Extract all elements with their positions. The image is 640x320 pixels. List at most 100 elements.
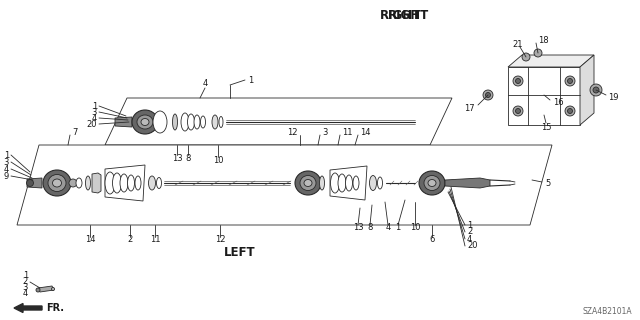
Text: 1: 1 [396, 223, 401, 233]
Text: 8: 8 [367, 223, 372, 233]
Polygon shape [105, 165, 145, 201]
Text: 3: 3 [4, 157, 9, 166]
Text: 3: 3 [92, 108, 97, 116]
Text: 15: 15 [541, 123, 551, 132]
Ellipse shape [330, 173, 339, 193]
Ellipse shape [590, 84, 602, 96]
Ellipse shape [120, 174, 128, 192]
Text: 7: 7 [72, 127, 77, 137]
Polygon shape [445, 178, 490, 188]
Text: 14: 14 [84, 236, 95, 244]
Text: 18: 18 [538, 36, 548, 44]
Text: 10: 10 [410, 223, 420, 233]
Text: 4: 4 [4, 164, 9, 173]
Text: 3: 3 [22, 284, 28, 292]
Ellipse shape [69, 179, 77, 187]
Ellipse shape [338, 174, 346, 192]
Polygon shape [330, 166, 367, 200]
Ellipse shape [157, 178, 161, 188]
Ellipse shape [43, 170, 71, 196]
Text: 12: 12 [215, 236, 225, 244]
Ellipse shape [300, 175, 316, 190]
Ellipse shape [105, 172, 115, 194]
Text: 1: 1 [23, 271, 28, 281]
Text: 4: 4 [385, 223, 390, 233]
Text: 19: 19 [608, 92, 618, 101]
Ellipse shape [200, 116, 205, 128]
Ellipse shape [26, 180, 33, 187]
Ellipse shape [483, 90, 493, 100]
Ellipse shape [515, 108, 520, 114]
Ellipse shape [419, 171, 445, 195]
Text: 2: 2 [23, 277, 28, 286]
Ellipse shape [565, 76, 575, 86]
Text: 17: 17 [465, 103, 475, 113]
Ellipse shape [52, 179, 61, 187]
Text: 4: 4 [467, 235, 472, 244]
Text: 21: 21 [513, 39, 524, 49]
Ellipse shape [568, 108, 573, 114]
Ellipse shape [148, 176, 156, 190]
Polygon shape [105, 98, 452, 145]
Ellipse shape [181, 113, 189, 131]
Text: LEFT: LEFT [224, 245, 256, 259]
Ellipse shape [86, 176, 90, 190]
Text: 14: 14 [360, 127, 371, 137]
Ellipse shape [194, 115, 200, 129]
Ellipse shape [173, 114, 177, 130]
Text: 8: 8 [186, 154, 191, 163]
Ellipse shape [212, 115, 218, 129]
Ellipse shape [593, 87, 599, 93]
Text: 10: 10 [212, 156, 223, 164]
Polygon shape [115, 117, 132, 127]
Ellipse shape [137, 115, 153, 129]
Ellipse shape [141, 118, 149, 125]
Ellipse shape [319, 176, 324, 190]
FancyArrow shape [14, 303, 42, 313]
Text: RIGHT: RIGHT [380, 9, 420, 21]
Ellipse shape [565, 106, 575, 116]
Polygon shape [27, 178, 42, 188]
Ellipse shape [132, 110, 158, 134]
Polygon shape [508, 67, 580, 125]
Text: SZA4B2101A: SZA4B2101A [582, 308, 632, 316]
Text: 9: 9 [4, 172, 9, 180]
Polygon shape [508, 55, 594, 67]
Ellipse shape [113, 173, 122, 193]
Text: 1: 1 [248, 76, 253, 84]
Text: 4: 4 [23, 290, 28, 299]
Ellipse shape [153, 111, 167, 133]
Ellipse shape [424, 175, 440, 190]
Text: 3: 3 [322, 127, 328, 137]
Ellipse shape [304, 180, 312, 187]
Text: FR.: FR. [46, 303, 64, 313]
Ellipse shape [353, 176, 359, 190]
Ellipse shape [428, 180, 436, 187]
Ellipse shape [522, 53, 530, 61]
Ellipse shape [513, 106, 523, 116]
Text: 6: 6 [429, 236, 435, 244]
Ellipse shape [219, 116, 223, 127]
Text: 2: 2 [467, 228, 472, 236]
Text: 11: 11 [342, 127, 353, 137]
Text: 4: 4 [92, 114, 97, 123]
Ellipse shape [534, 49, 542, 57]
Text: 13: 13 [353, 223, 364, 233]
Text: 20: 20 [86, 119, 97, 129]
Ellipse shape [135, 176, 141, 190]
Ellipse shape [346, 175, 353, 191]
Text: 1: 1 [4, 150, 9, 159]
Ellipse shape [51, 287, 54, 291]
Ellipse shape [76, 178, 82, 188]
Ellipse shape [513, 76, 523, 86]
Polygon shape [17, 145, 552, 225]
Ellipse shape [48, 174, 66, 191]
Polygon shape [92, 173, 101, 193]
Ellipse shape [295, 171, 321, 195]
Ellipse shape [188, 114, 195, 130]
Text: 4: 4 [202, 78, 207, 87]
Polygon shape [580, 55, 594, 125]
Text: RIGHT: RIGHT [387, 9, 429, 21]
Text: 5: 5 [545, 179, 550, 188]
Ellipse shape [515, 78, 520, 84]
